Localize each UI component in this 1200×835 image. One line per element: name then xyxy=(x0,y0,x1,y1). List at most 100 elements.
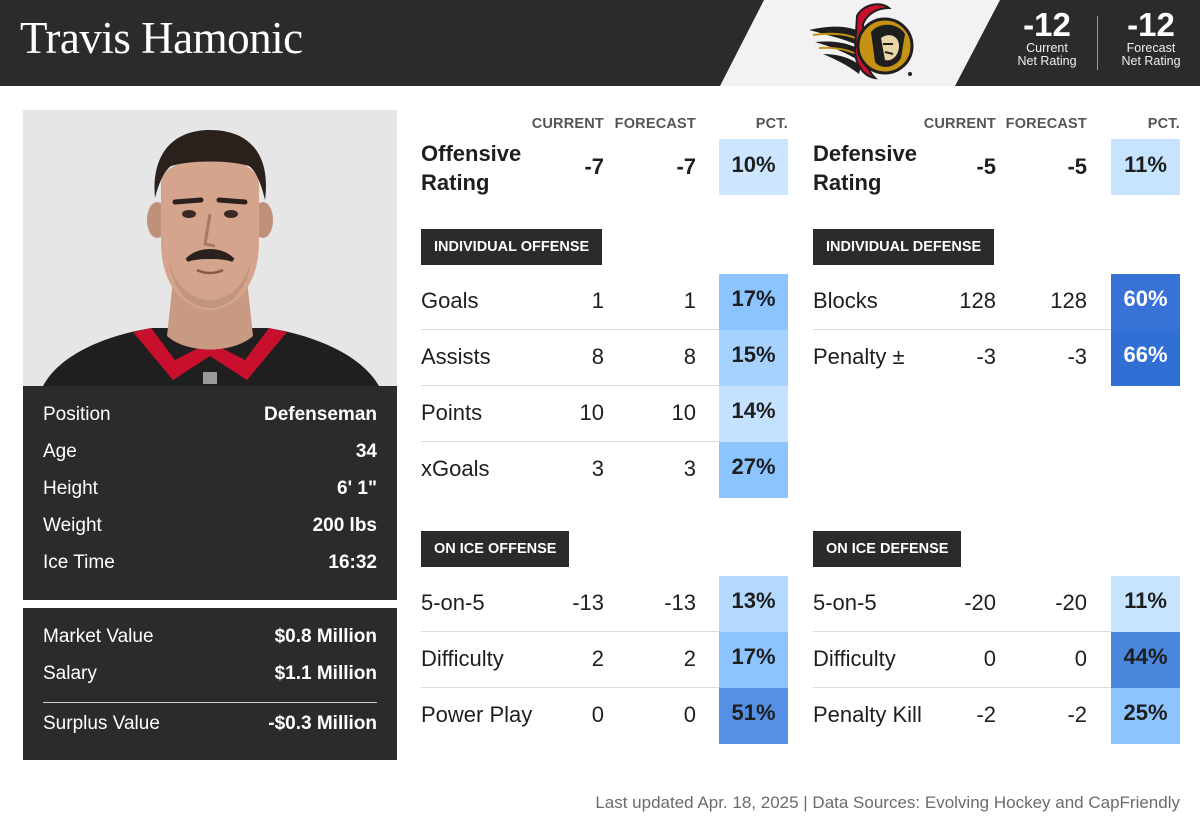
stat-name: Assists xyxy=(421,344,491,369)
stat-current: 1 xyxy=(591,288,604,313)
offensive-rating-current: -7 xyxy=(584,154,604,179)
bio-value: 200 lbs xyxy=(312,515,377,536)
stat-forecast: -13 xyxy=(664,590,696,615)
net-rating-divider xyxy=(1097,16,1098,70)
stat-name: Penalty ± xyxy=(813,344,905,369)
stat-name: Power Play xyxy=(421,702,533,727)
current-net-rating-value: -12 xyxy=(1023,6,1071,43)
player-photo xyxy=(23,110,397,386)
stat-forecast: 0 xyxy=(683,702,696,727)
defensive-rating-title-line-1: Defensive xyxy=(813,141,917,166)
stat-pct: 15% xyxy=(719,330,788,386)
offense-pct-header: PCT. xyxy=(755,116,788,132)
bio-card: Position Defenseman Age 34 Height 6' 1" … xyxy=(23,386,397,600)
forecast-net-rating-label-1: Forecast xyxy=(1126,41,1176,55)
stat-current: -3 xyxy=(976,344,996,369)
stat-forecast: 128 xyxy=(1050,288,1087,313)
money-value: -$0.3 Million xyxy=(268,713,377,734)
stat-forecast: -2 xyxy=(1067,702,1087,727)
stat-pct: 51% xyxy=(719,688,788,744)
offensive-rating-title-line-2: Rating xyxy=(421,170,490,195)
stat-pct: 44% xyxy=(1111,632,1180,688)
stat-name: xGoals xyxy=(421,456,490,481)
defense-pct-header: PCT. xyxy=(1147,116,1180,132)
bio-label: Position xyxy=(43,404,111,425)
stat-pct: 17% xyxy=(719,632,788,688)
contract-card: Market Value $0.8 Million Salary $1.1 Mi… xyxy=(23,608,397,760)
stat-name: 5-on-5 xyxy=(421,590,485,615)
money-label: Surplus Value xyxy=(43,713,160,734)
stat-name: Blocks xyxy=(813,288,878,313)
player-name: Travis Hamonic xyxy=(20,13,303,63)
stat-name: Points xyxy=(421,400,483,425)
stat-forecast: 10 xyxy=(671,400,696,425)
forecast-net-rating-value: -12 xyxy=(1127,6,1175,43)
stat-forecast: -20 xyxy=(1055,590,1087,615)
stat-current: -13 xyxy=(572,590,604,615)
stat-row-penalty-plus-minus: Penalty ± -3 -3 66% xyxy=(813,330,1180,386)
money-row-surplus-value: Surplus Value -$0.3 Million xyxy=(43,709,377,739)
stat-current: 8 xyxy=(591,344,604,369)
bio-row-ice-time: Ice Time 16:32 xyxy=(43,548,377,578)
offensive-rating-pct: 10% xyxy=(719,139,788,195)
bio-label: Age xyxy=(43,441,77,462)
bio-row-weight: Weight 200 lbs xyxy=(43,511,377,541)
defense-current-header: CURRENT xyxy=(923,116,996,132)
stat-row-defense-difficulty: Difficulty 0 0 44% xyxy=(813,632,1180,688)
bio-row-age: Age 34 xyxy=(43,437,377,467)
money-label: Market Value xyxy=(43,626,154,647)
stat-name: Penalty Kill xyxy=(813,702,922,727)
forecast-net-rating: -12 Forecast Net Rating xyxy=(1112,8,1190,68)
bio-row-position: Position Defenseman xyxy=(43,400,377,430)
stat-row-points: Points 10 10 14% xyxy=(421,386,788,442)
stat-name: Goals xyxy=(421,288,479,313)
stat-row-defense-5-on-5: 5-on-5 -20 -20 11% xyxy=(813,576,1180,632)
stat-current: 3 xyxy=(591,456,604,481)
bio-value: 6' 1" xyxy=(337,478,377,499)
stat-row-assists: Assists 8 8 15% xyxy=(421,330,788,386)
stat-current: -2 xyxy=(976,702,996,727)
stat-name: 5-on-5 xyxy=(813,590,877,615)
row-divider xyxy=(421,385,719,386)
defensive-rating-current: -5 xyxy=(976,154,996,179)
row-divider xyxy=(421,687,719,688)
stat-row-power-play: Power Play 0 0 51% xyxy=(421,688,788,744)
defensive-rating-title-line-2: Rating xyxy=(813,170,882,195)
money-divider xyxy=(43,702,377,703)
stat-current: 10 xyxy=(579,400,604,425)
money-row-market-value: Market Value $0.8 Million xyxy=(43,622,377,652)
stat-forecast: 1 xyxy=(683,288,696,313)
row-divider xyxy=(421,631,719,632)
stat-pct: 13% xyxy=(719,576,788,632)
money-label: Salary xyxy=(43,663,97,684)
defense-forecast-header: FORECAST xyxy=(1005,116,1087,132)
stat-row-blocks: Blocks 128 128 60% xyxy=(813,274,1180,330)
stat-pct: 27% xyxy=(719,442,788,498)
stat-current: 128 xyxy=(959,288,996,313)
stat-forecast: 2 xyxy=(683,646,696,671)
money-row-salary: Salary $1.1 Million xyxy=(43,659,377,689)
offensive-rating-forecast: -7 xyxy=(676,154,696,179)
stat-pct: 11% xyxy=(1111,576,1180,632)
row-divider xyxy=(421,441,719,442)
defensive-rating-forecast: -5 xyxy=(1067,154,1087,179)
stat-current: 0 xyxy=(591,702,604,727)
stat-pct: 60% xyxy=(1111,274,1180,330)
row-divider xyxy=(421,329,719,330)
stat-current: 2 xyxy=(591,646,604,671)
player-headshot-icon xyxy=(43,130,379,386)
stat-current: -20 xyxy=(964,590,996,615)
stat-current: 0 xyxy=(983,646,996,671)
stat-name: Difficulty xyxy=(813,646,896,671)
money-value: $1.1 Million xyxy=(274,663,377,684)
row-divider xyxy=(813,631,1111,632)
player-header: Travis Hamonic -12 Current Net Rating -1… xyxy=(0,0,1200,86)
offense-current-header: CURRENT xyxy=(531,116,604,132)
stat-pct: 25% xyxy=(1111,688,1180,744)
current-net-rating: -12 Current Net Rating xyxy=(1010,8,1084,68)
stat-pct: 17% xyxy=(719,274,788,330)
stat-row-offense-5-on-5: 5-on-5 -13 -13 13% xyxy=(421,576,788,632)
data-sources-footer: Last updated Apr. 18, 2025 | Data Source… xyxy=(595,793,1180,812)
on-ice-offense-label: ON ICE OFFENSE xyxy=(421,531,570,567)
current-net-rating-label-1: Current xyxy=(1026,41,1068,55)
